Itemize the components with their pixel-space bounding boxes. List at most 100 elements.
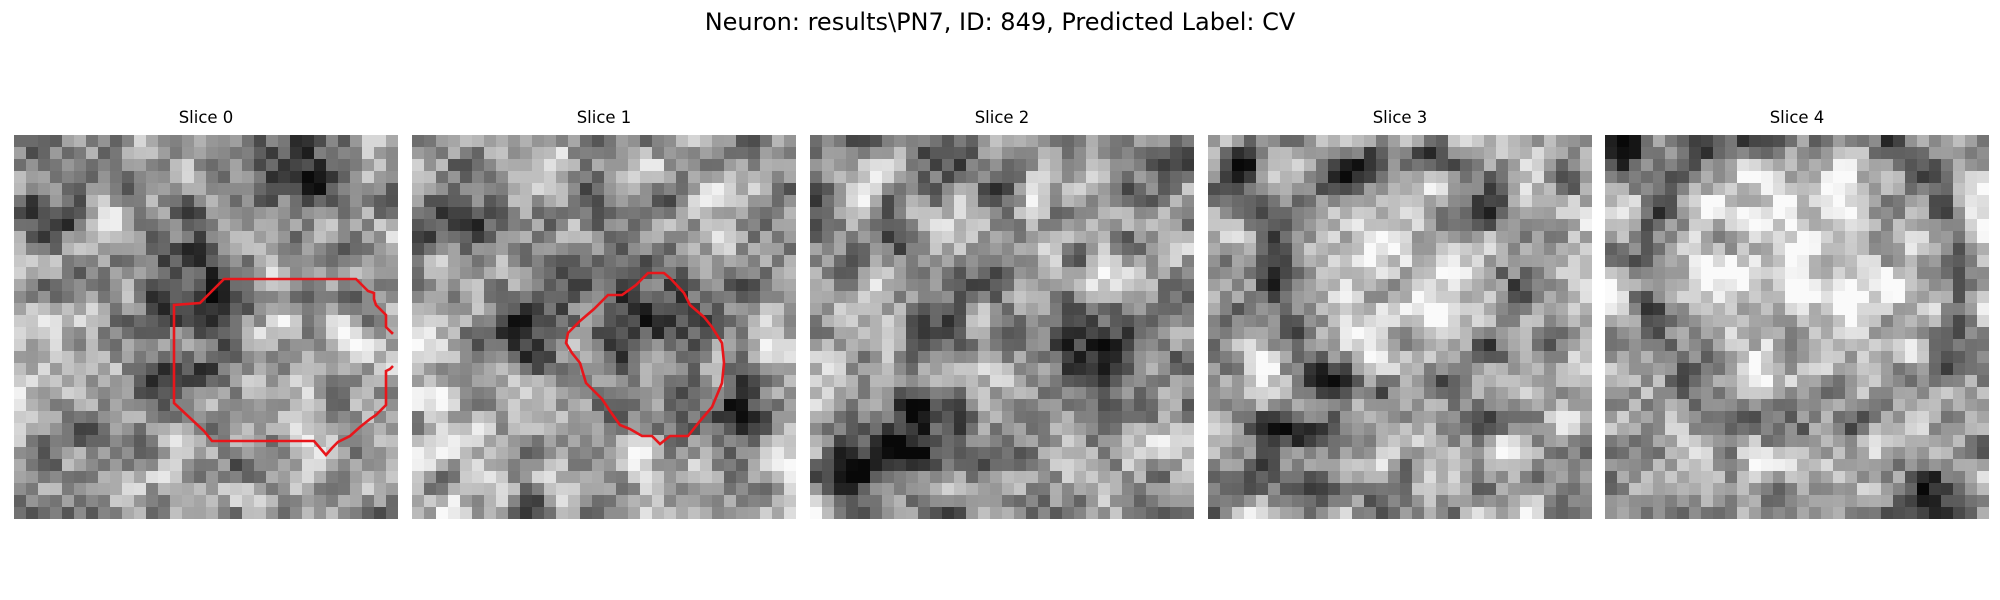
slice-pixel [1725,171,1737,183]
slice-pixel [1484,171,1496,183]
slice-pixel [424,207,436,219]
slice-pixel [230,183,242,195]
slice-pixel [1773,135,1785,147]
slice-pixel [1701,243,1713,255]
slice-pixel [1977,195,1989,207]
slice-pixel [1617,327,1629,339]
slice-pixel [1220,435,1232,447]
slice-pixel [846,447,858,459]
slice-pixel [1268,171,1280,183]
slice-pixel [314,411,326,423]
slice-pixel [338,327,350,339]
slice-pixel [918,435,930,447]
slice-pixel [1086,471,1098,483]
slice-pixel [326,351,338,363]
slice-pixel [688,351,700,363]
slice-pixel [1316,387,1328,399]
slice-pixel [882,423,894,435]
slice-pixel [1256,483,1268,495]
slice-pixel [532,219,544,231]
slice-pixel [1737,135,1749,147]
slice-pixel [1086,399,1098,411]
slice-pixel [314,423,326,435]
slice-pixel [170,423,182,435]
slice-pixel [604,231,616,243]
slice-pixel [544,171,556,183]
slice-pixel [1857,243,1869,255]
slice-pixel [182,171,194,183]
slice-pixel [484,207,496,219]
slice-pixel [424,147,436,159]
slice-pixel [1146,219,1158,231]
slice-pixel [1448,279,1460,291]
slice-pixel [1050,219,1062,231]
slice-pixel [1737,363,1749,375]
slice-pixel [1749,339,1761,351]
slice-pixel [1689,219,1701,231]
slice-pixel [1448,435,1460,447]
slice-pixel [1412,411,1424,423]
slice-pixel [110,339,122,351]
slice-pixel [1701,231,1713,243]
slice-pixel [1496,387,1508,399]
slice-pixel [1134,219,1146,231]
slice-pixel [1665,399,1677,411]
slice-pixel [242,279,254,291]
slice-pixel [110,363,122,375]
slice-pixel [314,135,326,147]
slice-pixel [1905,411,1917,423]
slice-pixel [1146,195,1158,207]
slice-pixel [230,231,242,243]
slice-pixel [1122,219,1134,231]
slice-pixel [1232,291,1244,303]
slice-pixel [1821,363,1833,375]
slice-pixel [1256,495,1268,507]
slice-pixel [38,411,50,423]
slice-pixel [568,243,580,255]
slice-pixel [1086,255,1098,267]
slice-pixel [170,363,182,375]
slice-pixel [520,399,532,411]
slice-pixel [1436,435,1448,447]
slice-pixel [1677,387,1689,399]
slice-pixel [38,267,50,279]
slice-pixel [1677,375,1689,387]
slice-pixel [1292,267,1304,279]
slice-pixel [1074,351,1086,363]
slice-pixel [966,195,978,207]
slice-pixel [1086,291,1098,303]
slice-pixel [14,171,26,183]
slice-pixel [1677,291,1689,303]
slice-pixel [1146,231,1158,243]
slice-pixel [158,255,170,267]
slice-pixel [1953,423,1965,435]
slice-pixel [1050,483,1062,495]
slice-pixel [846,507,858,519]
slice-pixel [362,459,374,471]
slice-pixel [1146,183,1158,195]
slice-pixel [182,183,194,195]
slice-pixel [1785,183,1797,195]
slice-pixel [1556,243,1568,255]
slice-pixel [1014,327,1026,339]
slice-pixel [1845,171,1857,183]
slice-pixel [1170,351,1182,363]
slice-pixel [1400,459,1412,471]
slice-pixel [1520,483,1532,495]
slice-pixel [1845,435,1857,447]
slice-pixel [496,459,508,471]
slice-pixel [942,399,954,411]
slice-pixel [736,279,748,291]
slice-pixel [314,351,326,363]
slice-pixel [460,411,472,423]
slice-pixel [1821,147,1833,159]
slice-pixel [1532,423,1544,435]
slice-pixel [1388,159,1400,171]
slice-pixel [784,435,796,447]
slice-pixel [1773,243,1785,255]
slice-pixel [1158,219,1170,231]
slice-pixel [50,483,62,495]
slice-pixel [906,231,918,243]
slice-pixel [1773,171,1785,183]
slice-pixel [206,267,218,279]
